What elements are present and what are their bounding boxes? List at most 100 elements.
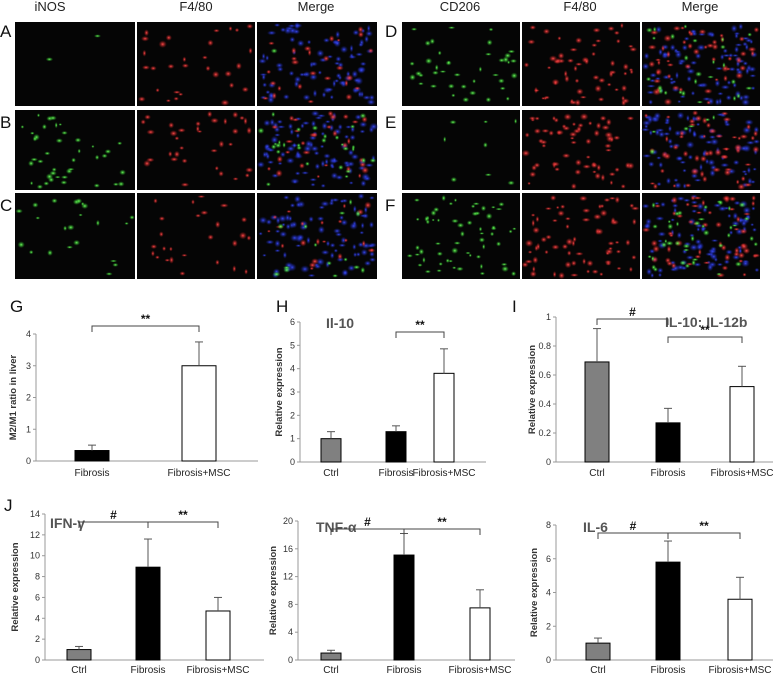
row-letter-f: F	[385, 196, 395, 215]
micrograph-left-r0-c2	[257, 21, 377, 106]
y-tick-label: 3	[290, 387, 295, 397]
chart-1: 0 1 2 3 4 5 6 Relative expression Il-10 Ctrl Fibro…	[274, 315, 486, 479]
micrograph-headers-right: CD206 F4/80 Merge	[440, 0, 719, 14]
category-label: Fibrosis	[378, 468, 413, 479]
panel-letter-j: J	[4, 496, 13, 515]
micrograph-grid	[15, 21, 761, 280]
y-tick-label: 4	[26, 329, 31, 339]
significance-bracket	[395, 331, 445, 338]
micrograph-right-r1-c0	[402, 110, 520, 190]
y-tick-label: 1	[290, 434, 295, 444]
significance-bracket	[667, 532, 741, 539]
significance-bracket	[667, 336, 743, 343]
panel-letter-i: I	[512, 297, 517, 316]
y-tick-label: 0	[288, 655, 293, 665]
micrograph-headers-left: iNOS F4/80 Merge	[34, 0, 334, 14]
header-cd206: CD206	[440, 0, 480, 14]
micrograph-left-r0-c0	[15, 22, 135, 106]
y-tick-label: 0	[290, 457, 295, 467]
category-label: Fibrosis	[74, 468, 109, 479]
significance-bracket	[403, 528, 481, 535]
chart-0: 0 1 2 3 4 M2/M1 ratio in liver Fibrosis Fibrosi…	[8, 312, 258, 479]
category-label: Fibrosis	[650, 665, 685, 676]
significance-label: #	[364, 515, 371, 529]
y-tick-label: 3	[26, 361, 31, 371]
significance-label: **	[415, 318, 425, 332]
category-label: Fibrosis+MSC	[412, 468, 475, 479]
micrograph-left-r1-c0	[15, 110, 135, 190]
micrograph-left-r1-c1	[137, 110, 255, 190]
y-tick-label: 0.2	[538, 428, 551, 438]
y-tick-label: 4	[546, 588, 551, 598]
chart-5: 0 2 4 6 8 Relative expression IL-6 Ctrl Fibrosis…	[529, 519, 773, 676]
y-tick-label: 2	[26, 393, 31, 403]
category-label: Fibrosis+MSC	[708, 665, 771, 676]
header-f480-right: F4/80	[563, 0, 596, 14]
y-tick-label: 0	[546, 655, 551, 665]
category-label: Ctrl	[589, 468, 605, 479]
micrograph-left-r2-c0	[15, 193, 135, 279]
bar-2	[727, 598, 753, 661]
y-axis-label: Relative expression	[10, 542, 21, 631]
y-tick-label: 4	[290, 364, 295, 374]
y-tick-label: 8	[35, 572, 40, 582]
y-tick-label: 14	[30, 509, 40, 519]
header-f480-left: F4/80	[179, 0, 212, 14]
y-axis-label: Relative expression	[268, 546, 279, 635]
significance-bracket	[597, 532, 669, 539]
category-label: Fibrosis	[386, 665, 421, 676]
category-label: Ctrl	[71, 665, 87, 676]
y-tick-label: 8	[288, 599, 293, 609]
micrograph-right-r2-c1	[521, 193, 640, 280]
micrograph-right-r1-c2	[640, 110, 761, 191]
category-label: Fibrosis+MSC	[167, 468, 230, 479]
significance-label: **	[178, 508, 188, 522]
bar-2	[469, 607, 491, 661]
chart-2: 0 0.2 0.4 0.6 0.8 1 Relative expression IL-10: …	[527, 305, 774, 479]
panel-letter-h: H	[276, 297, 288, 316]
y-tick-label: 0.8	[538, 341, 551, 351]
bar-1	[135, 566, 161, 661]
significance-label: **	[700, 323, 710, 337]
category-label: Fibrosis+MSC	[186, 665, 249, 676]
bar-0	[320, 652, 342, 661]
y-tick-label: 0	[35, 655, 40, 665]
bar-1	[655, 422, 681, 463]
micrograph-right-r0-c0	[402, 22, 520, 106]
y-tick-label: 0	[546, 457, 551, 467]
chart-title: TNF-α	[316, 519, 357, 535]
y-axis-label: Relative expression	[527, 345, 538, 434]
y-tick-label: 2	[290, 410, 295, 420]
bar-0	[66, 649, 92, 661]
significance-bracket	[78, 521, 149, 528]
y-tick-label: 6	[546, 554, 551, 564]
chart-title: IL-10: IL-12b	[665, 314, 747, 330]
significance-label: **	[141, 312, 151, 326]
y-tick-label: 10	[30, 551, 40, 561]
significance-label: #	[630, 519, 637, 533]
row-letter-a: A	[0, 22, 12, 41]
y-tick-label: 20	[283, 516, 293, 526]
y-axis-label: Relative expression	[529, 548, 540, 637]
row-letter-e: E	[385, 113, 396, 132]
bar-2	[205, 610, 231, 661]
y-tick-label: 0	[26, 456, 31, 466]
y-tick-label: 4	[288, 627, 293, 637]
bar-2	[729, 386, 755, 463]
category-label: Fibrosis+MSC	[710, 468, 773, 479]
significance-bracket	[596, 318, 669, 325]
micrograph-left-r2-c2	[257, 192, 377, 279]
y-tick-label: 16	[283, 544, 293, 554]
category-label: Ctrl	[323, 665, 339, 676]
significance-bracket	[91, 325, 200, 332]
y-tick-label: 0.4	[538, 399, 551, 409]
micrograph-right-r0-c1	[522, 22, 640, 107]
row-letter-d: D	[385, 22, 397, 41]
chart-title: Il-10	[326, 315, 354, 331]
bar-1	[655, 561, 681, 661]
row-letter-c: C	[0, 196, 12, 215]
micrograph-right-r0-c2	[641, 22, 760, 107]
bar-0	[320, 438, 342, 463]
